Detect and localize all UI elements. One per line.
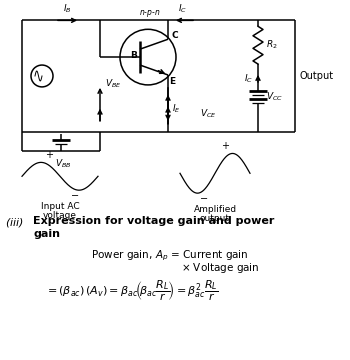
Text: output: output xyxy=(200,214,230,223)
Text: $= (\beta_{ac})\,(A_v) = \beta_{ac}\!\left(\!\beta_{ac}\dfrac{R_L}{r}\!\right) =: $= (\beta_{ac})\,(A_v) = \beta_{ac}\!\le… xyxy=(45,279,218,303)
Text: $V_{BB}$: $V_{BB}$ xyxy=(55,157,71,170)
Text: $n$-$p$-$n$: $n$-$p$-$n$ xyxy=(139,8,161,19)
Text: $I_C$: $I_C$ xyxy=(244,72,253,85)
Text: −: − xyxy=(71,191,79,201)
Text: +: + xyxy=(44,150,52,161)
Text: Output: Output xyxy=(300,71,334,81)
Text: ($iii$): ($iii$) xyxy=(5,216,24,229)
Text: Expression for voltage gain and power: Expression for voltage gain and power xyxy=(33,216,274,226)
Text: $V_{CC}$: $V_{CC}$ xyxy=(266,91,283,103)
Text: $R_2$: $R_2$ xyxy=(266,39,278,51)
Text: −: − xyxy=(201,194,209,204)
Text: $I_B$: $I_B$ xyxy=(63,3,71,15)
Text: $I_E$: $I_E$ xyxy=(172,102,181,114)
Text: Input AC: Input AC xyxy=(41,202,79,211)
Text: C: C xyxy=(171,31,177,40)
Text: $\times$ Voltage gain: $\times$ Voltage gain xyxy=(181,261,259,275)
Text: $I_C$: $I_C$ xyxy=(178,3,188,15)
Text: Power gain, $A_p$ = Current gain: Power gain, $A_p$ = Current gain xyxy=(91,249,249,263)
Text: B: B xyxy=(130,51,137,60)
Text: +: + xyxy=(222,141,230,152)
Text: voltage: voltage xyxy=(43,211,77,220)
Text: Amplified: Amplified xyxy=(194,205,237,214)
Text: $V_{BE}$: $V_{BE}$ xyxy=(105,78,121,90)
Text: gain: gain xyxy=(33,229,60,239)
Text: $V_{CE}$: $V_{CE}$ xyxy=(200,108,216,120)
Text: E: E xyxy=(169,77,175,86)
